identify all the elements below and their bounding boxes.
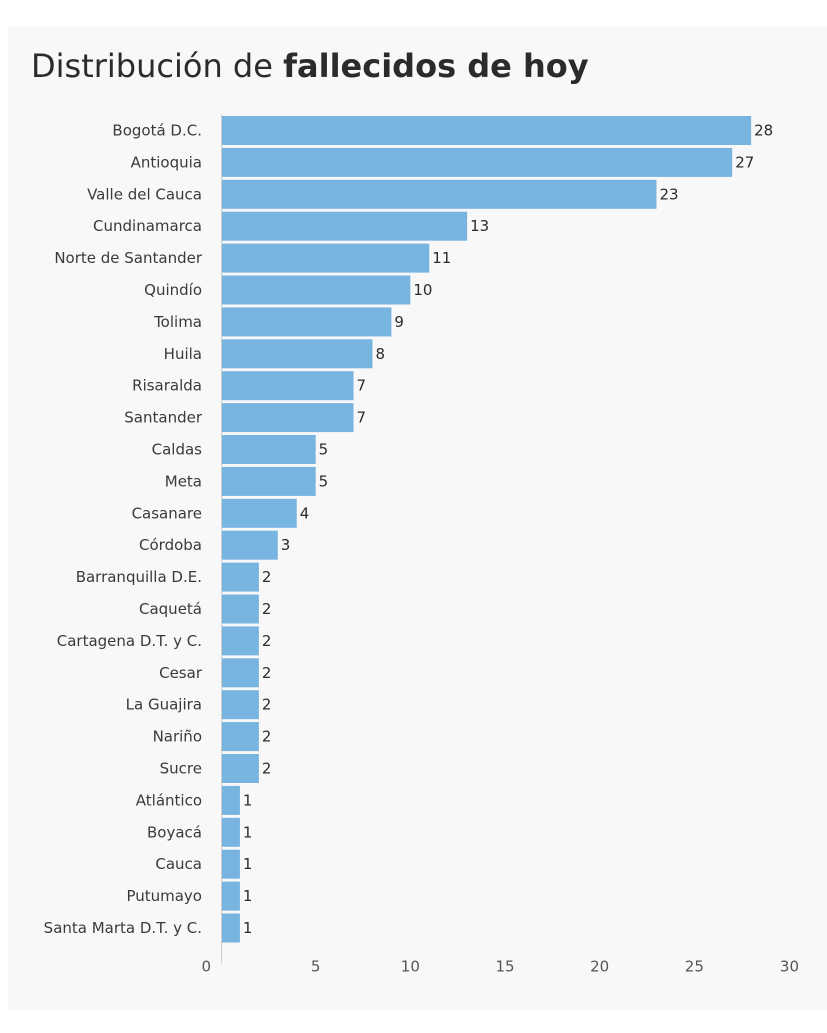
value-label-barranquilla-d-e: 2 bbox=[262, 568, 272, 586]
bars-group bbox=[222, 116, 752, 943]
value-label-caldas: 5 bbox=[319, 441, 329, 459]
value-label-cartagena-d-t-y-c: 2 bbox=[262, 632, 272, 650]
category-label-cundinamarca: Cundinamarca bbox=[93, 217, 202, 235]
bar-norte-de-santander bbox=[222, 243, 430, 273]
bar-caldas bbox=[222, 435, 316, 464]
value-label-casanare: 4 bbox=[300, 504, 310, 522]
value-label-norte-de-santander: 11 bbox=[432, 249, 451, 267]
value-label-quindio: 10 bbox=[413, 281, 432, 299]
category-label-norte-de-santander: Norte de Santander bbox=[54, 249, 203, 267]
x-tick-label-10: 10 bbox=[401, 957, 420, 975]
bar-la-guajira bbox=[222, 690, 259, 720]
x-tick-label-20: 20 bbox=[590, 957, 609, 975]
bar-caqueta bbox=[222, 594, 259, 624]
category-label-caqueta: Caquetá bbox=[139, 600, 202, 618]
value-label-santander: 7 bbox=[357, 409, 367, 427]
category-label-la-guajira: La Guajira bbox=[126, 696, 202, 714]
value-label-santa-marta-d-t-y-c: 1 bbox=[243, 919, 253, 937]
value-label-boyaca: 1 bbox=[243, 823, 253, 841]
category-label-santa-marta-d-t-y-c: Santa Marta D.T. y C. bbox=[44, 919, 202, 937]
chart-title-prefix: Distribución de bbox=[31, 47, 284, 85]
category-label-barranquilla-d-e: Barranquilla D.E. bbox=[76, 568, 202, 586]
bar-atlantico bbox=[222, 785, 240, 815]
value-label-tolima: 9 bbox=[394, 313, 404, 331]
category-label-antioquia: Antioquia bbox=[131, 153, 202, 171]
bar-narino bbox=[222, 722, 259, 752]
x-tick-label-15: 15 bbox=[495, 957, 514, 975]
bar-santander bbox=[222, 403, 354, 433]
category-label-putumayo: Putumayo bbox=[126, 887, 202, 905]
category-label-meta: Meta bbox=[165, 472, 202, 490]
category-label-bogota-d-c: Bogotá D.C. bbox=[112, 122, 202, 140]
x-tick-label-30: 30 bbox=[780, 957, 799, 975]
bar-cauca bbox=[222, 849, 240, 879]
bar-santa-marta-d-t-y-c bbox=[222, 913, 240, 943]
category-label-narino: Nariño bbox=[153, 728, 202, 746]
bar-cordoba bbox=[222, 530, 278, 560]
bar-boyaca bbox=[222, 817, 240, 847]
value-label-la-guajira: 2 bbox=[262, 696, 272, 714]
bar-cundinamarca bbox=[222, 211, 468, 241]
bar-antioquia bbox=[222, 147, 733, 177]
category-label-cordoba: Córdoba bbox=[139, 536, 202, 554]
bar-casanare bbox=[222, 498, 297, 528]
bar-huila bbox=[222, 339, 373, 369]
bar-tolima bbox=[222, 307, 392, 337]
bar-cartagena-d-t-y-c bbox=[222, 626, 259, 656]
category-label-boyaca: Boyacá bbox=[147, 823, 202, 841]
chart-title-emphasis: fallecidos de hoy bbox=[283, 47, 589, 85]
x-tick-label-0: 0 bbox=[201, 957, 211, 975]
value-label-bogota-d-c: 28 bbox=[754, 122, 773, 140]
value-label-cauca: 1 bbox=[243, 855, 253, 873]
value-label-cordoba: 3 bbox=[281, 536, 291, 554]
category-labels-group: Bogotá D.C. Antioquia Valle del Cauca Cundi… bbox=[44, 122, 203, 938]
bar-cesar bbox=[222, 658, 259, 688]
chart-title: Distribución de fallecidos de hoy bbox=[31, 44, 589, 88]
value-label-narino: 2 bbox=[262, 728, 272, 746]
bar-risaralda bbox=[222, 371, 354, 401]
category-label-cesar: Cesar bbox=[159, 664, 203, 682]
category-label-caldas: Caldas bbox=[152, 441, 203, 459]
value-label-risaralda: 7 bbox=[357, 377, 367, 395]
bar-sucre bbox=[222, 754, 259, 783]
bar-barranquilla-d-e bbox=[222, 562, 259, 592]
value-label-sucre: 2 bbox=[262, 760, 272, 778]
value-label-cesar: 2 bbox=[262, 664, 272, 682]
category-label-quindio: Quindío bbox=[144, 281, 202, 299]
x-tick-label-25: 25 bbox=[685, 957, 704, 975]
bar-quindio bbox=[222, 275, 411, 305]
category-label-tolima: Tolima bbox=[153, 313, 202, 331]
category-label-atlantico: Atlántico bbox=[136, 791, 202, 809]
category-label-santander: Santander bbox=[124, 409, 203, 427]
value-label-cundinamarca: 13 bbox=[470, 217, 489, 235]
category-label-risaralda: Risaralda bbox=[132, 377, 202, 395]
value-label-caqueta: 2 bbox=[262, 600, 272, 618]
bar-bogota-d-c bbox=[222, 116, 752, 145]
value-label-huila: 8 bbox=[375, 345, 385, 363]
category-label-sucre: Sucre bbox=[160, 760, 202, 778]
bar-putumayo bbox=[222, 881, 240, 911]
value-label-atlantico: 1 bbox=[243, 791, 253, 809]
value-label-meta: 5 bbox=[319, 472, 329, 490]
value-label-putumayo: 1 bbox=[243, 887, 253, 905]
bar-valle-del-cauca bbox=[222, 179, 657, 209]
category-label-valle-del-cauca: Valle del Cauca bbox=[87, 185, 202, 203]
x-axis-ticks-group: 0 5 10 15 20 25 30 bbox=[201, 957, 799, 975]
value-label-antioquia: 27 bbox=[735, 153, 754, 171]
category-label-cauca: Cauca bbox=[155, 855, 202, 873]
category-label-casanare: Casanare bbox=[132, 504, 202, 522]
bar-meta bbox=[222, 466, 316, 496]
category-label-huila: Huila bbox=[164, 345, 202, 363]
x-tick-label-5: 5 bbox=[311, 957, 321, 975]
category-label-cartagena-d-t-y-c: Cartagena D.T. y C. bbox=[57, 632, 202, 650]
value-label-valle-del-cauca: 23 bbox=[659, 185, 678, 203]
